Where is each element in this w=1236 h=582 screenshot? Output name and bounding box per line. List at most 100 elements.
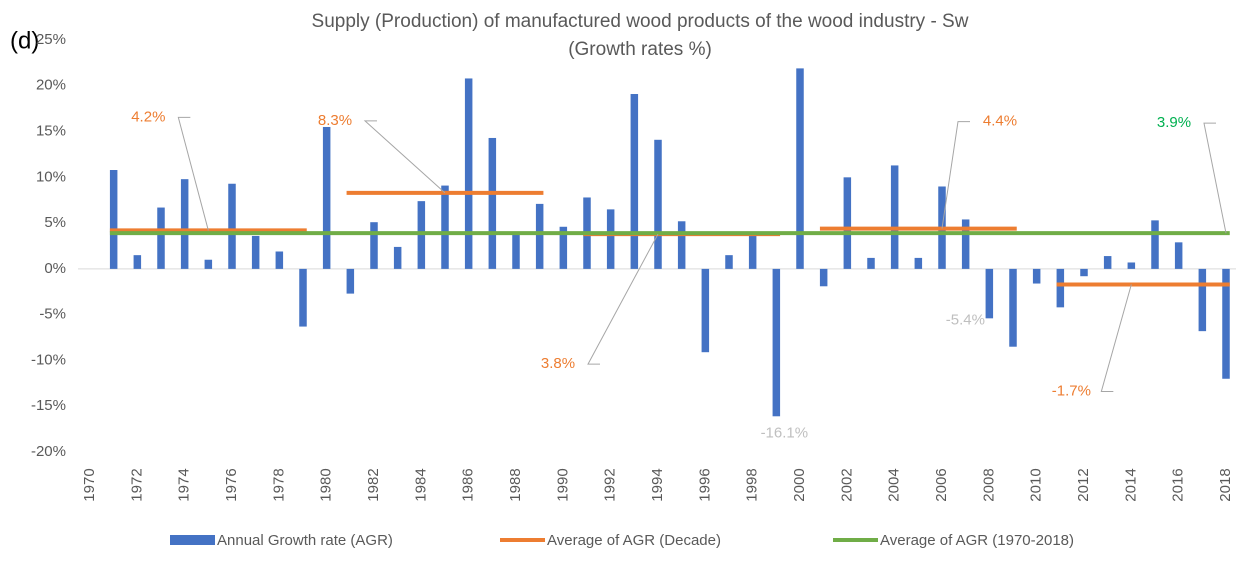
bar bbox=[677, 221, 686, 269]
bar bbox=[1103, 256, 1112, 269]
bar bbox=[1174, 242, 1183, 269]
callout-line bbox=[587, 233, 659, 365]
data-label: -5.4% bbox=[946, 311, 985, 328]
bar bbox=[748, 235, 757, 269]
bar bbox=[133, 255, 142, 269]
chart-subtitle: (Growth rates %) bbox=[568, 39, 712, 60]
bar bbox=[559, 226, 568, 269]
x-tick-label: 2006 bbox=[933, 468, 950, 501]
bar bbox=[275, 251, 284, 269]
bar bbox=[654, 139, 662, 269]
bar bbox=[772, 268, 781, 417]
legend-label: Annual Growth rate (AGR) bbox=[217, 532, 393, 549]
y-tick-label: -20% bbox=[31, 443, 66, 460]
bar bbox=[1056, 268, 1065, 308]
bar bbox=[890, 165, 899, 269]
bar bbox=[1127, 262, 1136, 269]
y-tick-label: -5% bbox=[39, 306, 66, 323]
y-tick-label: 10% bbox=[36, 168, 66, 185]
bar bbox=[157, 207, 165, 269]
bar bbox=[1151, 220, 1159, 269]
bar bbox=[109, 170, 118, 269]
data-label: 3.8% bbox=[541, 355, 575, 372]
data-label: 4.2% bbox=[131, 108, 165, 125]
x-tick-label: 1998 bbox=[744, 468, 761, 501]
bar bbox=[725, 255, 733, 269]
x-tick-label: 2000 bbox=[791, 468, 808, 501]
bar bbox=[1032, 268, 1041, 284]
bar bbox=[251, 235, 260, 269]
legend-swatch bbox=[170, 535, 215, 545]
bar bbox=[299, 268, 307, 327]
bar bbox=[180, 179, 189, 269]
bar bbox=[819, 268, 828, 287]
bar bbox=[464, 78, 473, 269]
y-tick-label: 25% bbox=[36, 31, 66, 48]
bar bbox=[630, 94, 639, 269]
bar bbox=[914, 257, 923, 269]
y-tick-label: -10% bbox=[31, 351, 66, 368]
panel-label: (d) bbox=[10, 27, 39, 54]
x-tick-label: 1982 bbox=[365, 468, 382, 501]
x-tick-label: 1988 bbox=[507, 468, 524, 501]
bar bbox=[322, 126, 331, 269]
bar bbox=[512, 234, 520, 269]
bar bbox=[796, 68, 804, 269]
legend-label: Average of AGR (Decade) bbox=[547, 532, 721, 549]
bar bbox=[843, 177, 852, 269]
x-tick-label: 2014 bbox=[1122, 468, 1139, 501]
x-tick-label: 1984 bbox=[412, 468, 429, 501]
data-label: 8.3% bbox=[318, 112, 352, 129]
data-label: 3.9% bbox=[1157, 114, 1191, 131]
x-tick-label: 1972 bbox=[128, 468, 145, 501]
x-tick-label: 2012 bbox=[1075, 468, 1092, 501]
x-tick-label: 1970 bbox=[81, 468, 98, 501]
x-tick-label: 2008 bbox=[980, 468, 997, 501]
bar bbox=[346, 268, 355, 294]
bar bbox=[204, 259, 213, 269]
data-label: -1.7% bbox=[1052, 382, 1091, 399]
y-tick-label: 5% bbox=[44, 214, 66, 231]
x-tick-label: 1976 bbox=[223, 468, 240, 501]
bar bbox=[1198, 268, 1207, 332]
bar bbox=[1080, 268, 1088, 277]
x-tick-label: 1990 bbox=[554, 468, 571, 501]
callout-line bbox=[363, 120, 446, 194]
y-tick-label: -15% bbox=[31, 397, 66, 414]
bar bbox=[961, 219, 970, 269]
chart-title: Supply (Production) of manufactured wood… bbox=[312, 11, 969, 32]
x-tick-label: 1978 bbox=[270, 468, 287, 501]
x-tick-label: 1992 bbox=[602, 468, 619, 501]
y-tick-label: 20% bbox=[36, 77, 66, 94]
bar bbox=[535, 203, 544, 269]
bar bbox=[985, 268, 994, 319]
bar bbox=[393, 246, 402, 269]
x-tick-label: 1996 bbox=[696, 468, 713, 501]
x-tick-label: 1980 bbox=[318, 468, 335, 501]
x-tick-label: 2004 bbox=[886, 468, 903, 501]
x-tick-label: 1994 bbox=[649, 468, 666, 501]
callout-line bbox=[177, 116, 209, 231]
callout-line bbox=[941, 121, 970, 229]
y-tick-label: 15% bbox=[36, 123, 66, 140]
x-tick-label: 2018 bbox=[1217, 468, 1234, 501]
x-tick-label: 2010 bbox=[1028, 468, 1045, 501]
callout-line bbox=[1203, 122, 1227, 234]
bar bbox=[370, 222, 378, 269]
bar bbox=[1009, 268, 1017, 347]
bar bbox=[606, 209, 615, 269]
bar bbox=[488, 137, 497, 269]
callout-line bbox=[1100, 284, 1132, 392]
bar bbox=[1222, 268, 1230, 379]
data-label: 4.4% bbox=[983, 113, 1017, 130]
x-tick-label: 2016 bbox=[1170, 468, 1187, 501]
y-tick-label: 0% bbox=[44, 260, 66, 277]
bar bbox=[867, 257, 875, 269]
bar bbox=[441, 185, 449, 269]
bar bbox=[701, 268, 710, 353]
legend-label: Average of AGR (1970-2018) bbox=[880, 532, 1074, 549]
data-label: -16.1% bbox=[761, 424, 809, 441]
bar bbox=[228, 183, 236, 269]
x-tick-label: 2002 bbox=[838, 468, 855, 501]
